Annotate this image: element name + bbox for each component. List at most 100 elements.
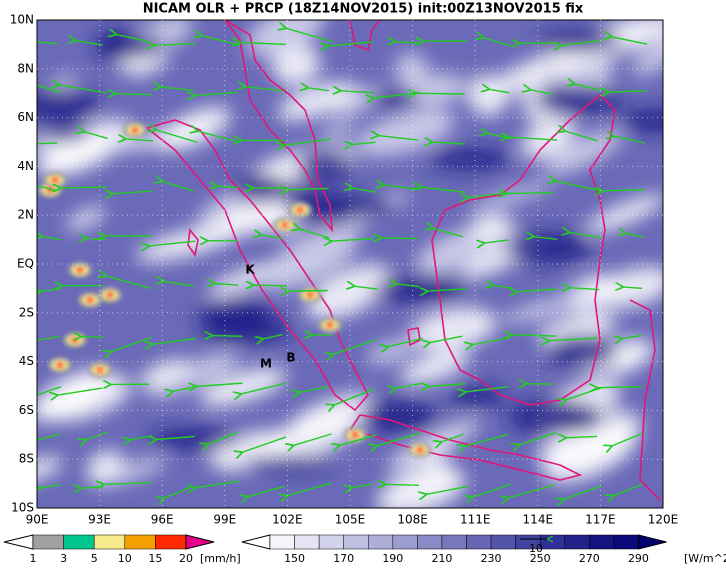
cloud [468,180,554,213]
cloud [37,119,134,177]
wind-arrow [611,432,643,446]
colorbar-label: 150 [284,552,305,565]
cloud [399,350,470,385]
wind-arrow [384,484,420,485]
coastlines [145,20,661,501]
wind-arrow [37,335,61,340]
wind-arrow [299,229,330,239]
rain-cell [106,292,114,298]
cloud [501,294,589,324]
wind-arrow [516,289,558,292]
deep-cloud [199,314,292,344]
deep-cloud [99,34,169,58]
colorbar-end [637,534,667,550]
wind-arrow [110,336,152,352]
wind-arrow [377,135,419,141]
rain-cell [76,267,84,273]
wind-arrow [37,386,62,396]
cloud [321,122,355,139]
lon-label: 99E [213,513,236,527]
lat-label: 4N [17,159,34,173]
colorbar-box [294,534,320,550]
wind-arrow [565,436,598,437]
cloud [263,225,360,290]
cloud [468,214,514,238]
colorbar-box [93,534,126,550]
wind-arrow [293,433,332,446]
wind-arrow [574,84,602,92]
wind-arrow [286,482,332,496]
lat-label: 6S [19,403,34,417]
cloud [467,74,508,117]
colorbar-label: 1 [30,552,37,565]
cloud [492,48,590,95]
rain-cell [351,432,359,438]
rain-cell [416,447,424,453]
colorbar-box [466,534,492,550]
cloud [394,53,428,85]
wind-arrow [161,181,194,192]
colorbar-box [155,534,187,550]
wind-arrow [247,485,285,497]
colorbar-end [3,534,34,550]
wind-arrow [307,88,329,91]
colorbar-box [613,534,639,550]
colorbar-label: 290 [628,552,649,565]
wind-arrow [148,240,196,246]
deep-cloud [538,30,625,53]
colorbar-box [589,534,615,550]
colorbar-box [539,534,565,550]
wind-arrow [260,235,283,240]
wind-arrow [194,92,238,95]
wind-arrow [353,286,378,289]
wind-arrow [608,91,647,92]
station-label: B [286,351,295,365]
lat-label: 4S [19,354,34,368]
wind-arrow [351,142,376,144]
colorbar-label: 20 [179,552,193,565]
wind-arrow [507,484,555,498]
station-label: K [245,263,255,277]
wind-arrow [37,41,58,45]
wind-arrow [37,142,58,145]
colorbar-box [124,534,156,550]
wind-arrow [428,384,466,387]
cloud [136,224,243,262]
wind-arrow [37,84,61,94]
wind-arrow [376,432,421,446]
wind-arrow [548,338,598,341]
wind-arrow [155,130,198,143]
wind-arrow [155,436,195,439]
rain-cell [306,292,314,298]
axes: 90E 93E 96E 99E 102E 105E 108E 111E 114E 117E 120E… [10,13,679,527]
colorbar-box [63,534,95,550]
wind-arrow [112,191,153,194]
wind-arrow [57,387,103,395]
rain-cell [131,127,139,133]
wind-arrow [432,228,464,238]
colorbar-label: 170 [333,552,354,565]
cloud [138,359,189,387]
wind-arrow [330,239,375,242]
colorbar-label: 210 [431,552,452,565]
wind-arrow [195,480,239,488]
wind-arrow [387,337,423,347]
wind-arrow [339,434,377,446]
wind-arrow [563,485,602,500]
wind-arrow [163,281,194,287]
deep-cloud [532,84,624,115]
cloud [585,194,663,233]
wind-arrow [426,289,467,291]
cloud [610,348,650,375]
wind-arrow [560,39,602,45]
deep-cloud [296,149,353,183]
deep-cloud [37,88,101,120]
rain-cell [326,322,334,328]
wind-arrow [380,238,418,239]
deep-cloud [503,231,592,265]
wind-arrow [244,87,283,92]
stations: K M B [245,263,295,371]
wind-arrow [395,382,423,388]
title: NICAM OLR + PRCP (18Z14NOV2015) init:00Z… [143,2,584,17]
wind-arrow [214,283,239,285]
